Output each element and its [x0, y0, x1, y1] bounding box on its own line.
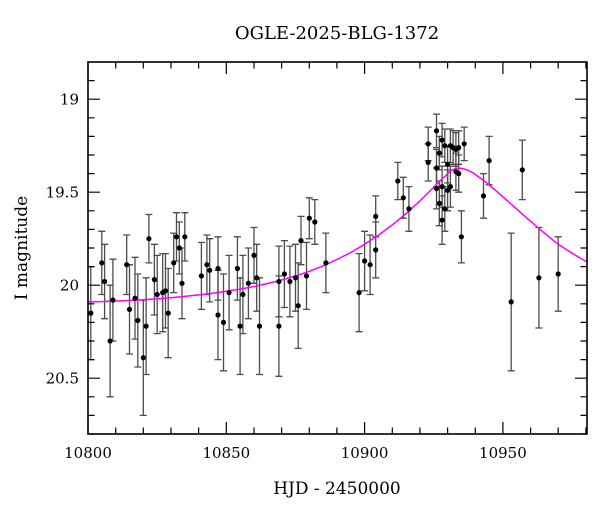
data-point [395, 178, 401, 184]
data-point [445, 161, 451, 167]
data-point [176, 245, 182, 251]
data-point [207, 267, 213, 273]
x-tick-label: 10850 [202, 444, 250, 462]
axis-ticks [87, 62, 587, 435]
y-tick-label: 19 [60, 91, 79, 109]
data-point [254, 275, 260, 281]
data-point [400, 195, 406, 201]
data-point [292, 275, 299, 281]
chart-title: OGLE-2025-BLG-1372 [235, 23, 439, 44]
data-point [486, 158, 492, 164]
data-point [124, 262, 130, 268]
data-point [295, 303, 301, 309]
data-point [179, 280, 185, 286]
data-point [436, 150, 442, 156]
data-point [276, 323, 282, 329]
data-point [251, 252, 257, 258]
data-points-layer [88, 128, 561, 361]
data-point [323, 260, 329, 266]
y-tick-label: 19.5 [46, 184, 79, 202]
y-axis-label: I magnitude [12, 196, 32, 300]
data-point [356, 290, 362, 296]
data-point [151, 277, 157, 283]
data-point [447, 184, 453, 190]
data-point [135, 317, 141, 324]
data-point [215, 312, 221, 318]
data-point [439, 184, 445, 190]
data-point [99, 260, 105, 266]
data-point [146, 236, 152, 242]
data-point [143, 323, 149, 329]
data-point [182, 234, 188, 240]
data-point [215, 265, 221, 272]
data-point [107, 338, 113, 344]
x-tick-label: 10800 [64, 444, 112, 462]
data-point [102, 278, 108, 285]
y-tick-label: 20 [60, 277, 79, 295]
data-point [367, 262, 373, 268]
data-point [154, 291, 160, 298]
data-point [303, 273, 310, 279]
y-tick-label: 20.5 [46, 370, 79, 388]
data-point [165, 310, 171, 316]
data-point [508, 299, 514, 305]
data-point [442, 206, 448, 212]
data-point [406, 206, 412, 212]
data-point [433, 185, 440, 192]
data-point [298, 238, 304, 244]
data-point [306, 215, 312, 221]
data-point [456, 145, 462, 151]
data-point [480, 193, 487, 199]
y-tick-labels: 19 19.5 20 20.5 [46, 91, 79, 388]
data-point [276, 278, 282, 285]
data-point [433, 128, 440, 134]
data-point [373, 247, 379, 253]
x-tick-label: 10900 [341, 444, 389, 462]
data-point [171, 260, 177, 266]
x-tick-labels: 10800 10850 10900 10950 [64, 444, 527, 462]
data-point [461, 141, 467, 147]
data-point [519, 167, 525, 173]
data-point [88, 310, 94, 316]
x-tick-label: 10950 [479, 444, 527, 462]
data-point [456, 171, 462, 177]
data-point [245, 280, 251, 286]
data-point [173, 234, 180, 240]
data-point [240, 291, 246, 298]
data-point [281, 271, 287, 277]
data-point [436, 200, 442, 206]
data-point [425, 141, 431, 147]
data-point [362, 258, 368, 264]
data-point [439, 217, 445, 223]
x-axis-label: HJD - 2450000 [273, 479, 401, 499]
data-point [458, 234, 464, 240]
data-point [140, 355, 146, 361]
model-curve [87, 167, 587, 303]
data-point [439, 137, 445, 143]
model-curve-layer [87, 167, 587, 303]
data-point [425, 159, 431, 165]
data-point [287, 278, 293, 285]
data-point [445, 187, 451, 193]
data-point [312, 219, 318, 225]
data-point [433, 165, 440, 171]
data-point [198, 273, 204, 279]
data-point [162, 288, 169, 294]
data-point [226, 290, 232, 296]
data-point [373, 213, 379, 219]
data-point [220, 319, 227, 325]
data-point [234, 265, 240, 272]
data-point [536, 275, 542, 281]
data-point [237, 323, 243, 329]
data-point [110, 297, 116, 303]
data-point [555, 271, 561, 277]
data-point [126, 306, 133, 312]
data-point [132, 295, 138, 301]
data-point [256, 323, 263, 329]
data-point [204, 262, 210, 268]
data-point [442, 143, 448, 149]
